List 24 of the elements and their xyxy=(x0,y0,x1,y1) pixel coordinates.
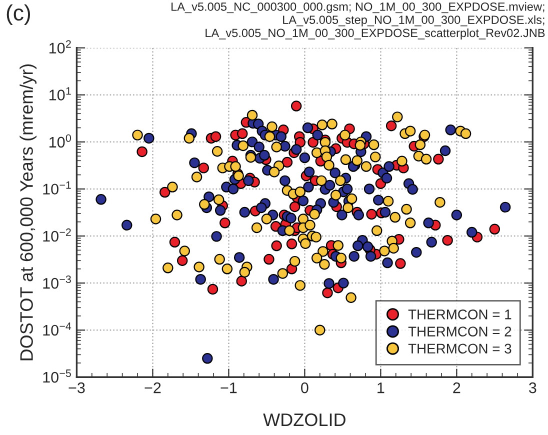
chart-title: (c) xyxy=(6,4,30,26)
y-tick-label: 10$^{−3}$ xyxy=(43,275,71,289)
x-tick-label: 2 xyxy=(453,382,460,394)
y-tick-label: 10$^{−1}$ xyxy=(43,181,71,195)
x-tick-label: −1 xyxy=(220,382,237,394)
y-tick-label: 10$^{−4}$ xyxy=(43,322,72,336)
x-tick-label: −2 xyxy=(144,382,161,394)
legend-label: THERMCON = 1 xyxy=(408,310,512,320)
y-tick-label: 10$^{−5}$ xyxy=(43,370,71,383)
x-axis-title: WDZOLID xyxy=(263,413,346,426)
x-tick-label: −3 xyxy=(68,382,85,394)
legend-label: THERMCON = 3 xyxy=(408,344,512,354)
text: LA_v5.005_NO_1M_00_300_EXPDOSE_scatterplot_Rev02.JNB xyxy=(206,28,545,40)
x-tick-label: 3 xyxy=(528,382,536,394)
legend-label: THERMCON = 2 xyxy=(408,326,512,336)
text: LA_v5.005_NC_000300_000.gsm; NO_1M_00_300_EXPDOSE.mview; xyxy=(172,2,544,14)
y-tick-label: 10$^{−2}$ xyxy=(43,228,71,242)
y-axis-title: DOSTOT at 600,000 Years (mrem/yr) xyxy=(20,64,37,360)
y-tick-label: 10$^{0}$ xyxy=(49,134,71,148)
y-tick-label: 10$^{1}$ xyxy=(49,87,71,100)
y-tick-label: 10$^{2}$ xyxy=(49,40,71,54)
x-tick-label: 0 xyxy=(301,382,308,394)
x-tick-label: 1 xyxy=(378,382,384,394)
text: LA_v5.005_step_NO_1M_00_300_EXPDOSE.xls; xyxy=(283,15,544,26)
